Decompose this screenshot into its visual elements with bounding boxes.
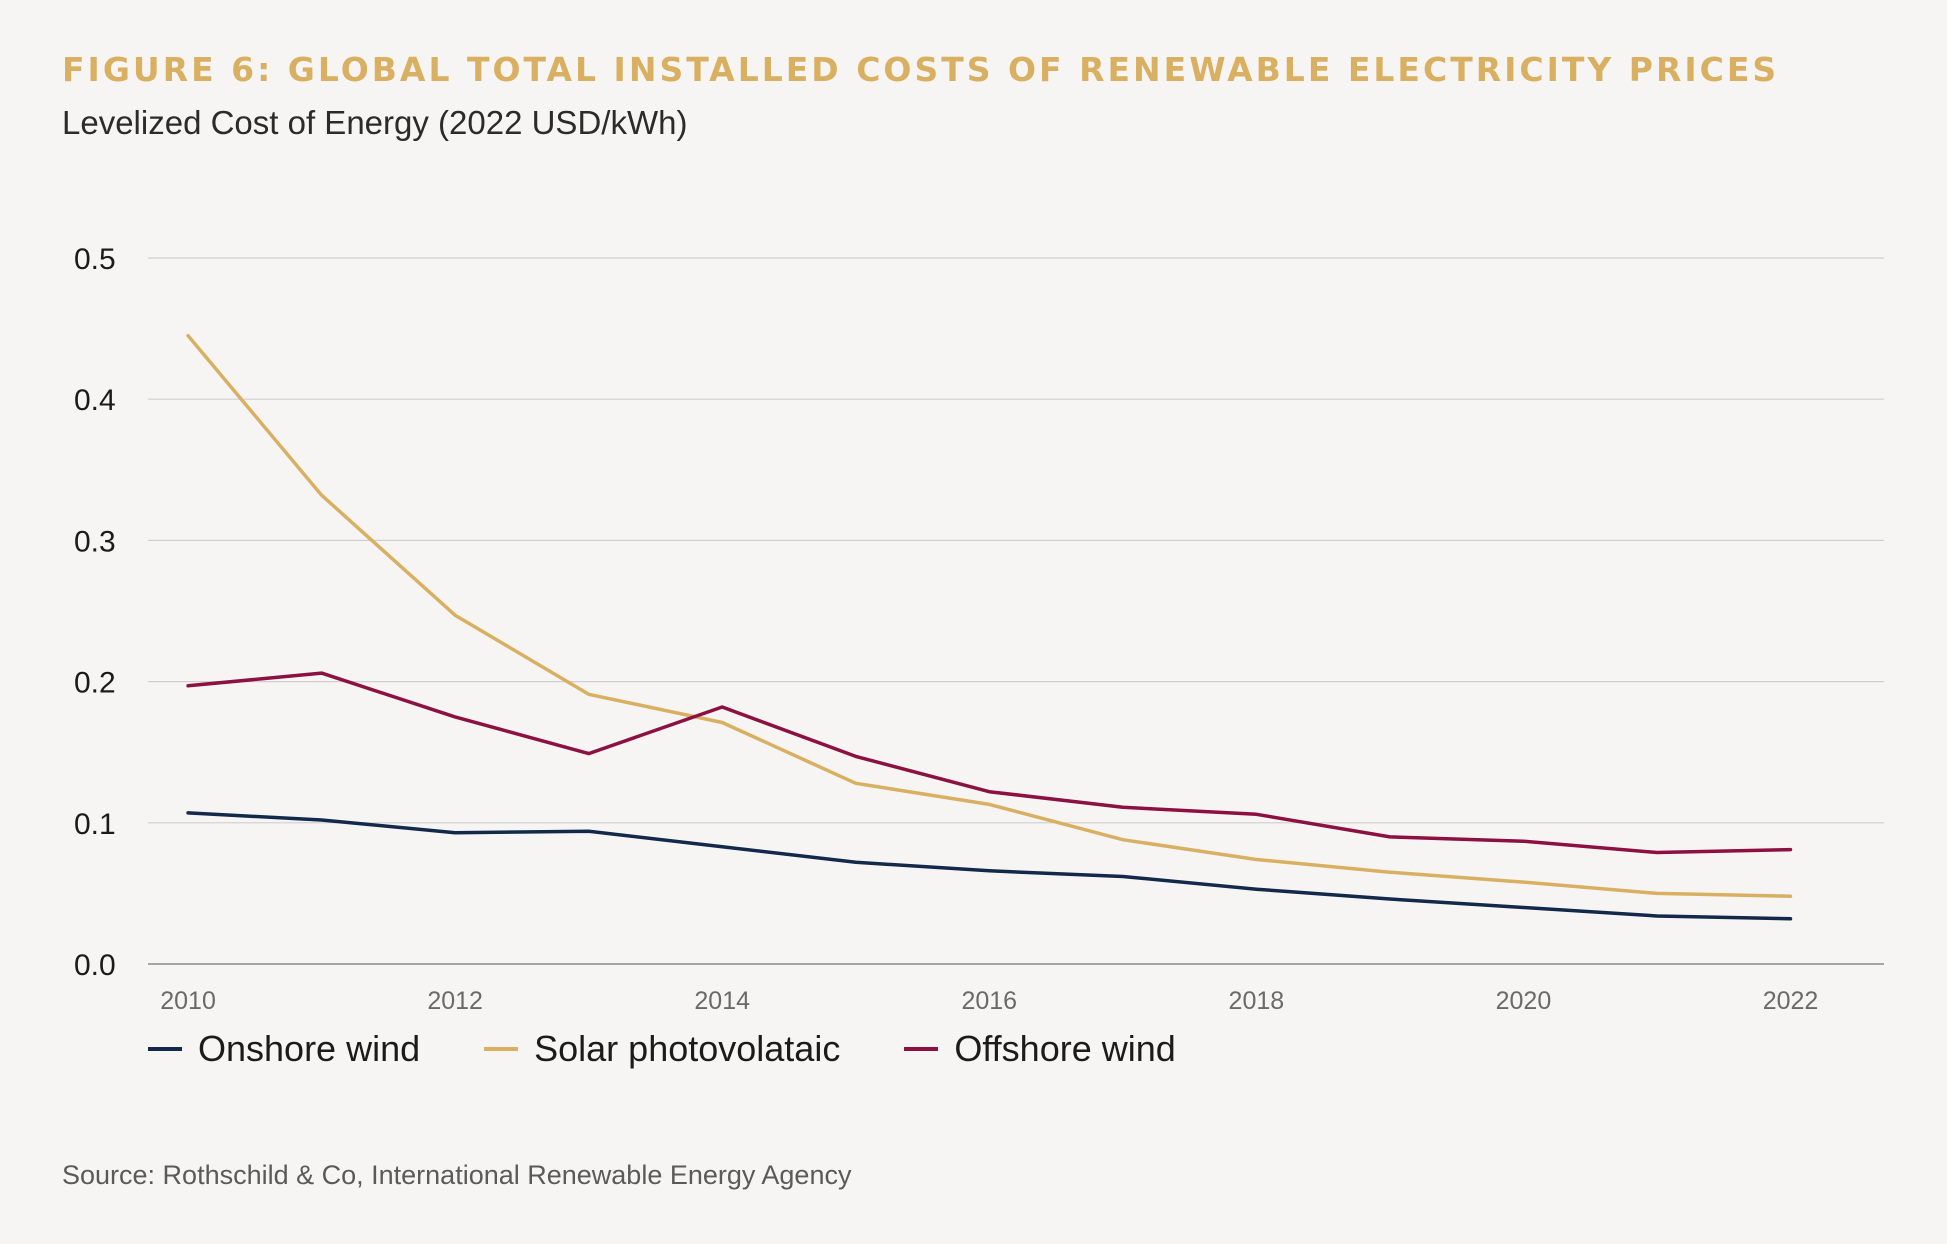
series-lines [186, 333, 1793, 921]
x-tick-label: 2018 [1229, 987, 1285, 1015]
legend-swatch-offshore-wind [904, 1047, 939, 1051]
legend-label: Offshore wind [954, 1028, 1176, 1069]
x-tick-label: 2010 [160, 987, 216, 1015]
y-tick-label: 0.2 [74, 667, 116, 700]
x-tick-label: 2014 [694, 987, 750, 1015]
x-tick-label: 2016 [961, 987, 1017, 1015]
y-axis-ticks: 0.0 0.1 0.2 0.3 0.4 0.5 [74, 243, 116, 982]
chart-title: FIGURE 6: GLOBAL TOTAL INSTALLED COSTS O… [62, 50, 1780, 89]
x-tick-label: 2020 [1496, 987, 1552, 1015]
series-line-solar-photovolataic [186, 333, 1793, 898]
y-tick-label: 0.0 [74, 949, 116, 982]
y-tick-label: 0.3 [74, 525, 116, 558]
legend-item-solar-photovoltaic: Solar photovolataic [484, 1028, 840, 1070]
x-tick-label: 2022 [1763, 987, 1819, 1015]
y-tick-label: 0.5 [74, 243, 116, 276]
legend-label: Onshore wind [198, 1028, 421, 1069]
legend-item-offshore-wind: Offshore wind [904, 1028, 1176, 1070]
y-tick-label: 0.4 [74, 384, 116, 417]
chart-subtitle: Levelized Cost of Energy (2022 USD/kWh) [62, 104, 688, 141]
x-axis-ticks: 2010 2012 2014 2016 2018 2020 2022 [160, 987, 1818, 1015]
legend-swatch-onshore-wind [148, 1047, 182, 1051]
legend: Onshore wind Solar photovolataic Offshor… [148, 1028, 1240, 1070]
x-tick-label: 2012 [427, 987, 483, 1015]
y-tick-label: 0.1 [74, 808, 116, 841]
gridlines [148, 257, 1884, 965]
legend-swatch-solar-photovoltaic [484, 1047, 519, 1051]
series-line-offshore-wind [186, 671, 1793, 855]
legend-item-onshore-wind: Onshore wind [148, 1028, 420, 1070]
source-note: Source: Rothschild & Co, International R… [62, 1160, 852, 1190]
series-line-onshore-wind [186, 811, 1793, 921]
legend-label: Solar photovolataic [534, 1028, 841, 1069]
